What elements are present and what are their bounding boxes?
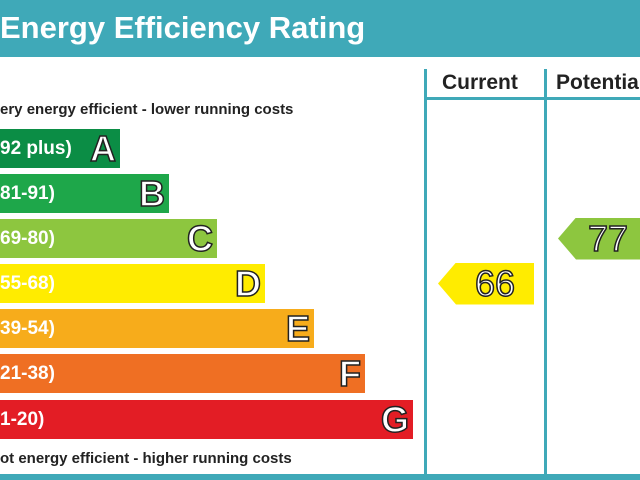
current-column-header: Current [442, 71, 518, 94]
frame-bottom-border [0, 474, 640, 480]
band-c: 69-80) C [0, 218, 217, 259]
band-range-label: 55-68) [0, 273, 55, 294]
band-letter-label: C [186, 218, 214, 259]
bottom-note: ot energy efficient - higher running cos… [0, 450, 292, 467]
top-note: ery energy efficient - lower running cos… [0, 101, 294, 118]
band-letter-label: E [285, 308, 311, 349]
band-b: 81-91) B [0, 173, 169, 214]
band-e: 39-54) E [0, 308, 314, 349]
band-letter-label: F [338, 353, 362, 394]
band-range-label: 81-91) [0, 183, 55, 204]
band-range-label: 21-38) [0, 363, 55, 384]
band-letter-label: G [380, 399, 410, 440]
current-column-left-border [424, 69, 427, 476]
chart-title: Energy Efficiency Rating [0, 10, 366, 45]
band-range-label: 1-20) [0, 409, 45, 430]
band-g: 1-20) G [0, 399, 413, 440]
current-rating-arrow: 66 [438, 262, 534, 305]
potential-column-header: Potential [556, 71, 640, 94]
band-d: 55-68) D [0, 263, 265, 304]
band-range-label: 92 plus) [0, 138, 72, 159]
band-letter-label: B [138, 173, 166, 214]
current-rating-arrow-value: 66 [474, 262, 516, 305]
column-header-divider [424, 97, 640, 100]
potential-rating-arrow: 77 [558, 217, 640, 260]
band-range-label: 39-54) [0, 318, 55, 339]
title-bar: Energy Efficiency Rating [0, 0, 640, 57]
band-range-label: 69-80) [0, 228, 55, 249]
potential-rating-arrow-value: 77 [587, 217, 629, 260]
band-f: 21-38) F [0, 353, 365, 394]
band-letter-label: A [89, 128, 117, 169]
band-a: 92 plus) A [0, 128, 120, 169]
band-letter-label: D [234, 263, 262, 304]
current-column-right-border [544, 69, 547, 476]
